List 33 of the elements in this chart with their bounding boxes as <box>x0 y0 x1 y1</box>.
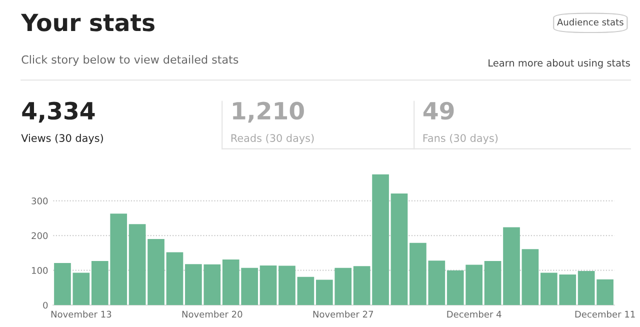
bar <box>390 193 408 306</box>
text: Click story below to view detailed stats <box>22 55 238 66</box>
y-tick-label: 0 <box>43 302 48 309</box>
text: Reads (30 days) <box>231 134 314 144</box>
bar <box>484 260 502 306</box>
x-tick-label: December 11 <box>575 310 635 318</box>
text: 1,210 <box>233 102 304 123</box>
bar <box>278 266 296 306</box>
x-tick-label: November 27 <box>313 310 373 318</box>
bar <box>54 263 71 306</box>
bar <box>148 239 164 306</box>
bar <box>166 252 184 306</box>
bar <box>260 265 277 306</box>
text: 4,334 <box>22 102 95 123</box>
bar <box>353 266 370 306</box>
x-tick-label: November 20 <box>182 310 242 318</box>
x-tick-label: December 4 <box>447 310 502 318</box>
bar <box>72 272 90 306</box>
text: Learn more about using stats <box>488 59 630 68</box>
y-tick-label: 300 <box>32 198 48 204</box>
bar <box>297 276 314 306</box>
y-tick-label: 200 <box>32 232 48 240</box>
bar <box>503 227 520 306</box>
bar <box>372 174 389 306</box>
text: 49 <box>423 102 454 120</box>
y-tick-label: 100 <box>32 267 48 274</box>
text: Views (30 days) <box>21 134 103 144</box>
chart-title: Your stats <box>20 14 154 32</box>
text: Audience stats <box>557 18 624 26</box>
x-tick-label: November 13 <box>51 310 112 318</box>
bar <box>522 249 539 306</box>
text: Fans (30 days) <box>423 134 498 144</box>
bar <box>128 224 146 306</box>
